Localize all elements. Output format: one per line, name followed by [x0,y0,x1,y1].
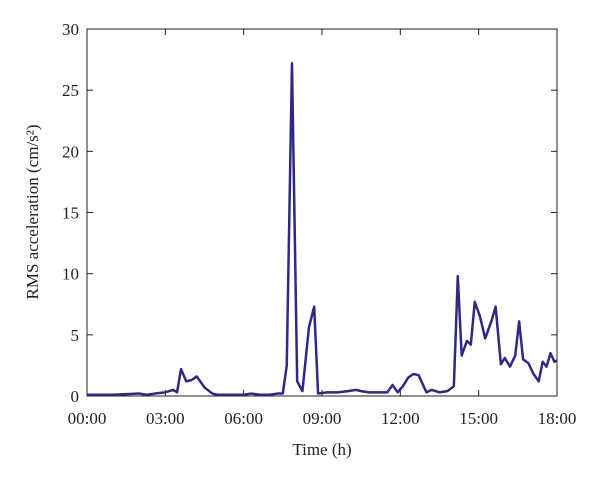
y-tick-label: 20 [62,142,79,161]
x-tick-label: 12:00 [381,409,420,428]
y-tick-label: 10 [62,265,79,284]
y-tick-label: 25 [62,81,79,100]
x-tick-label: 06:00 [224,409,263,428]
y-tick-label: 5 [71,326,80,345]
x-tick-label: 18:00 [538,409,577,428]
x-tick-label: 00:00 [68,409,107,428]
x-tick-label: 09:00 [303,409,342,428]
x-tick-label: 15:00 [459,409,498,428]
y-tick-label: 30 [62,20,79,39]
y-axis-label: RMS acceleration (cm/s²) [23,124,42,299]
x-tick-label: 03:00 [146,409,185,428]
plot-frame [86,28,558,397]
y-tick-label: 0 [71,387,80,406]
data-line [87,62,558,397]
x-axis-label: Time (h) [292,440,351,459]
y-tick-label: 15 [62,204,79,223]
